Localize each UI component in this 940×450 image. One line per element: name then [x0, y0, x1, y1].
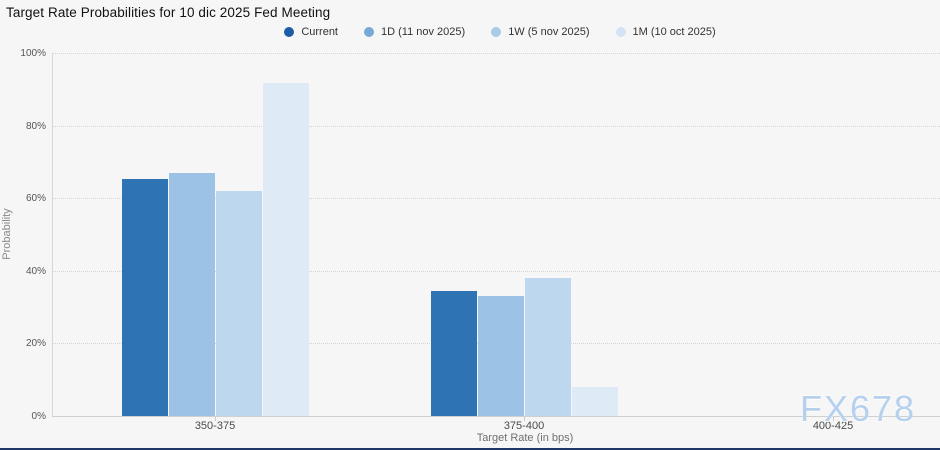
x-axis-title: Target Rate (in bps) [476, 432, 574, 444]
x-category-label-375-400: 375-400 [503, 420, 545, 432]
y-tick-label-40: 40% [25, 265, 46, 277]
legend-marker-icon [491, 27, 502, 37]
bar-350-375-1w [215, 190, 262, 416]
bar-350-375-1m [262, 82, 309, 416]
legend-item-label: 1W (5 nov 2025) [508, 26, 590, 38]
legend-item-label: 1M (10 oct 2025) [632, 26, 716, 38]
y-axis-line [52, 53, 53, 416]
legend-marker-icon [284, 27, 295, 37]
gridline-80 [53, 125, 940, 127]
bar-350-375-current [121, 178, 168, 416]
y-tick-label-0: 0% [31, 411, 46, 422]
legend-marker-icon [615, 27, 626, 37]
bar-375-400-1w [524, 278, 571, 416]
x-tick-375-400 [524, 417, 525, 421]
legend-item-label: 1D (11 nov 2025) [381, 26, 466, 38]
legend-item-label: Current [301, 26, 338, 38]
x-category-label-400-425: 400-425 [812, 420, 854, 432]
y-tick-label-80: 80% [25, 120, 46, 132]
legend-item-1m[interactable]: 1M (10 oct 2025) [615, 26, 716, 38]
bar-375-400-current [430, 290, 477, 416]
x-tick-350-375 [215, 417, 216, 421]
gridline-100 [53, 53, 940, 54]
x-category-label-350-375: 350-375 [194, 420, 236, 432]
y-tick-label-60: 60% [25, 193, 46, 205]
gridline-40 [53, 270, 940, 272]
legend-item-current[interactable]: Current [284, 26, 338, 38]
chart-legend: Current 1D (11 nov 2025) 1W (5 nov 2025) 1M… [30, 26, 940, 38]
legend-item-1d[interactable]: 1D (11 nov 2025) [364, 26, 465, 38]
bar-375-400-1m [571, 386, 618, 416]
bar-350-375-1d [168, 173, 215, 416]
fx678-watermark: FX678 [800, 388, 917, 429]
bar-375-400-1d [477, 296, 524, 416]
x-tick-400-425 [833, 417, 834, 421]
bottom-accent-bar [0, 448, 940, 450]
x-axis-line [52, 416, 940, 417]
legend-item-1w[interactable]: 1W (5 nov 2025) [491, 26, 590, 38]
y-tick-label-100: 100% [20, 48, 46, 59]
legend-marker-icon [364, 27, 374, 37]
gridline-60 [53, 198, 940, 200]
y-tick-label-20: 20% [25, 338, 46, 350]
chart-title: Target Rate Probabilities for 10 dic 202… [6, 5, 331, 20]
